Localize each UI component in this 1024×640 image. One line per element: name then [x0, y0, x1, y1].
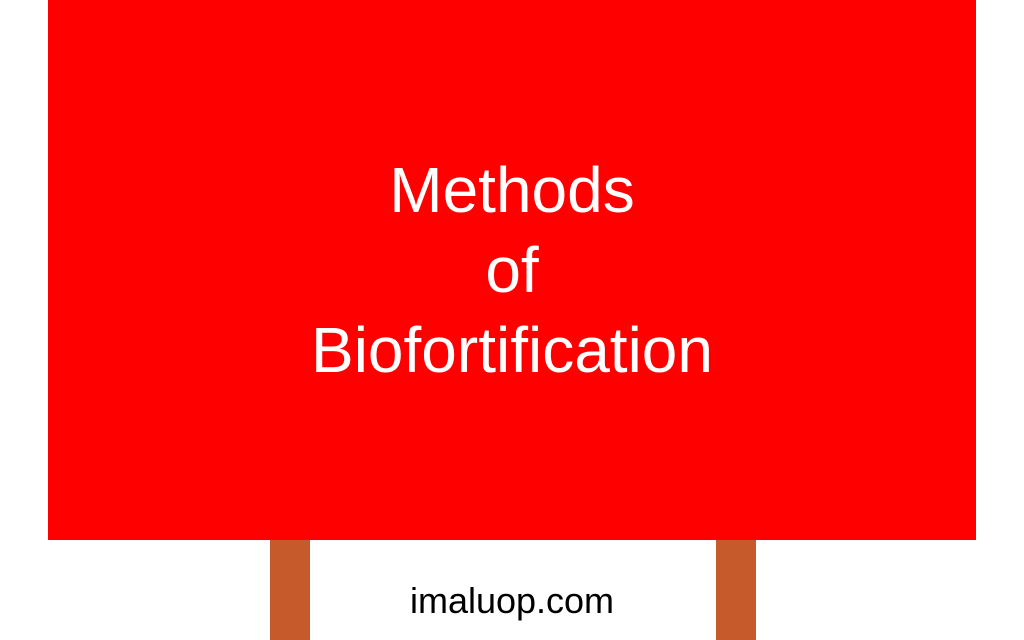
title-block: Methods of Biofortification [311, 150, 713, 390]
footer-text: imaluop.com [0, 580, 1024, 622]
title-line-3: Biofortification [311, 310, 713, 390]
title-line-2: of [311, 230, 713, 310]
title-line-1: Methods [311, 150, 713, 230]
main-panel: Methods of Biofortification [48, 0, 976, 540]
